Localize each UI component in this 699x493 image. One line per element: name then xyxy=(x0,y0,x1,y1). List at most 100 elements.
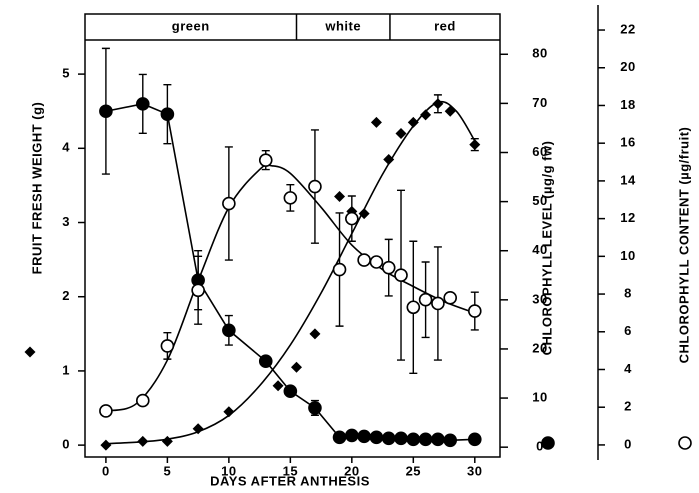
open-circle-marker xyxy=(258,153,273,167)
x-tick-label: 20 xyxy=(344,463,359,478)
filled-circle-marker xyxy=(222,323,236,338)
filled-circle-marker xyxy=(418,432,433,447)
diamond-marker xyxy=(395,127,407,139)
y-tick-label: 1 xyxy=(62,362,70,377)
y3-tick-label: 20 xyxy=(620,59,635,74)
open-circle-marker xyxy=(443,291,458,305)
filled-circle-marker xyxy=(541,436,555,450)
fit-curve xyxy=(105,164,476,412)
open-circle-marker xyxy=(283,191,298,205)
x-tick-label: 5 xyxy=(164,463,172,478)
y3-tick-label: 0 xyxy=(624,436,632,451)
filled-circle-marker xyxy=(308,401,322,415)
x-tick-label: 15 xyxy=(283,463,298,478)
filled-circle-marker xyxy=(381,431,396,446)
diamond-marker xyxy=(309,328,321,340)
filled-circle-marker xyxy=(369,430,384,445)
diamond-marker xyxy=(432,98,444,110)
diamond-marker xyxy=(334,191,346,203)
y3-tick-label: 8 xyxy=(624,285,632,300)
open-circle-marker xyxy=(160,339,175,353)
filled-circle-marker xyxy=(332,430,347,445)
y2-tick-label: 40 xyxy=(532,242,547,257)
filled-circle-marker xyxy=(160,107,175,121)
diamond-marker xyxy=(100,439,112,451)
open-circle-marker xyxy=(357,253,371,267)
y2-tick-label: 60 xyxy=(532,144,547,159)
open-circle-marker xyxy=(332,262,347,277)
y2-tick-label: 20 xyxy=(532,340,547,355)
diamond-marker xyxy=(444,105,456,117)
diamond-marker xyxy=(192,423,204,435)
open-circle-marker xyxy=(678,436,692,450)
diamond-marker xyxy=(358,208,370,220)
diamond-marker xyxy=(24,346,36,358)
diamond-marker xyxy=(161,435,173,447)
plot-frame xyxy=(84,13,501,458)
filled-circle-marker xyxy=(135,97,150,111)
filled-circle-marker xyxy=(357,429,371,444)
y2-axis-label: CHLOROPHYLL LEVEL (µg/g fw) xyxy=(539,141,554,356)
y3-tick-label: 4 xyxy=(624,361,632,376)
y2-tick-label: 30 xyxy=(532,291,547,306)
diamond-marker xyxy=(407,116,419,128)
y-tick-label: 4 xyxy=(62,140,70,155)
filled-circle-marker xyxy=(467,432,482,447)
y-axis-label: FRUIT FRESH WEIGHT (g) xyxy=(29,102,44,275)
y3-tick-label: 12 xyxy=(620,210,635,225)
diamond-marker xyxy=(272,380,284,392)
x-tick-label: 25 xyxy=(406,463,421,478)
filled-circle-marker xyxy=(345,428,359,443)
y3-tick-label: 2 xyxy=(624,399,632,414)
open-circle-marker xyxy=(394,268,408,282)
diamond-marker xyxy=(383,153,395,165)
filled-circle-marker xyxy=(406,432,421,447)
diamond-marker xyxy=(290,361,302,373)
y-tick-label: 0 xyxy=(62,437,70,452)
y2-tick-label: 10 xyxy=(532,390,547,405)
filled-circle-marker xyxy=(443,433,458,448)
y3-tick-label: 14 xyxy=(620,172,636,187)
stage-label: white xyxy=(324,18,361,33)
y3-tick-label: 10 xyxy=(620,248,635,263)
filled-circle-marker xyxy=(431,432,445,447)
y3-tick-label: 6 xyxy=(624,323,632,338)
y-tick-label: 5 xyxy=(62,66,70,81)
diamond-marker xyxy=(420,109,432,121)
y3-tick-label: 16 xyxy=(620,135,635,150)
filled-circle-marker xyxy=(258,354,273,369)
open-circle-marker xyxy=(418,292,433,307)
diamond-marker xyxy=(370,116,382,128)
open-circle-marker xyxy=(135,393,150,408)
filled-circle-marker xyxy=(283,384,298,398)
open-circle-marker xyxy=(99,404,113,418)
x-tick-label: 30 xyxy=(467,463,482,478)
open-circle-marker xyxy=(381,260,396,275)
y2-tick-label: 50 xyxy=(532,193,547,208)
y3-tick-label: 22 xyxy=(620,21,635,36)
filled-circle-marker xyxy=(99,104,113,119)
open-circle-marker xyxy=(308,179,322,194)
open-circle-marker xyxy=(369,255,384,269)
diamond-marker xyxy=(137,435,149,447)
y2-tick-label: 0 xyxy=(536,439,544,454)
open-circle-marker xyxy=(467,304,482,318)
y-tick-label: 2 xyxy=(62,288,70,303)
stage-label: red xyxy=(434,18,456,33)
stage-label: green xyxy=(172,18,210,33)
x-tick-label: 0 xyxy=(102,463,110,478)
y3-tick-label: 18 xyxy=(620,97,635,112)
y3-axis-label: CHLOROPHYLL CONTENT (µg/fruit) xyxy=(676,127,691,364)
diamond-marker xyxy=(469,139,481,151)
x-axis-label: DAYS AFTER ANTHESIS xyxy=(210,473,370,488)
x-tick-label: 10 xyxy=(221,463,236,478)
open-circle-marker xyxy=(222,196,236,211)
y2-tick-label: 70 xyxy=(532,95,547,110)
y-tick-label: 3 xyxy=(62,214,70,229)
open-circle-marker xyxy=(191,283,205,298)
y2-tick-label: 80 xyxy=(532,46,547,61)
open-circle-marker xyxy=(345,211,359,226)
open-circle-marker xyxy=(406,300,421,315)
open-circle-marker xyxy=(431,296,445,311)
